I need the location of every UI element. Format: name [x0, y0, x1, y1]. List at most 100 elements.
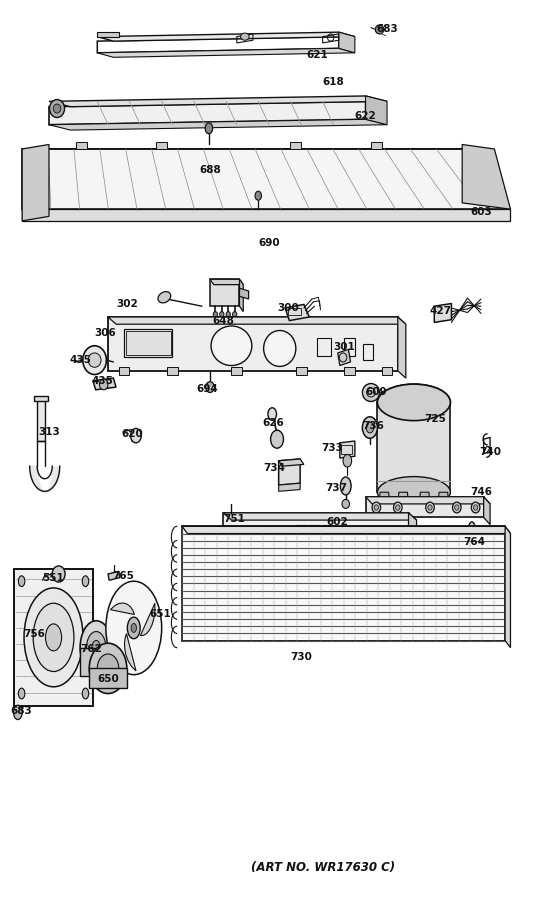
Text: 737: 737 — [325, 482, 347, 492]
Ellipse shape — [206, 382, 214, 392]
Ellipse shape — [87, 632, 106, 664]
Ellipse shape — [24, 588, 83, 687]
Text: 551: 551 — [43, 572, 64, 582]
Ellipse shape — [232, 311, 237, 317]
Polygon shape — [366, 497, 484, 518]
Ellipse shape — [240, 33, 249, 40]
Ellipse shape — [268, 408, 277, 420]
Bar — [124, 328, 172, 357]
Polygon shape — [279, 459, 300, 485]
Bar — [323, 525, 334, 535]
Polygon shape — [49, 96, 387, 107]
Polygon shape — [37, 398, 45, 441]
Text: 756: 756 — [23, 629, 45, 639]
Ellipse shape — [377, 384, 450, 420]
Ellipse shape — [428, 505, 432, 510]
Text: 764: 764 — [463, 536, 485, 546]
Ellipse shape — [89, 644, 127, 694]
Text: 762: 762 — [80, 644, 102, 654]
Bar — [291, 142, 301, 149]
Ellipse shape — [299, 540, 304, 553]
Text: 602: 602 — [327, 517, 349, 526]
Ellipse shape — [377, 477, 450, 508]
Ellipse shape — [395, 505, 400, 510]
Bar — [288, 308, 301, 315]
Polygon shape — [366, 96, 387, 125]
Ellipse shape — [213, 311, 217, 317]
Ellipse shape — [363, 417, 377, 438]
Polygon shape — [22, 149, 511, 209]
Ellipse shape — [18, 576, 25, 587]
Text: 736: 736 — [363, 420, 385, 431]
Ellipse shape — [83, 346, 107, 374]
Polygon shape — [408, 513, 416, 554]
Text: 733: 733 — [321, 443, 343, 454]
Polygon shape — [210, 279, 239, 306]
Ellipse shape — [426, 502, 434, 513]
Polygon shape — [285, 304, 309, 320]
Text: 300: 300 — [277, 303, 299, 313]
Ellipse shape — [375, 25, 384, 34]
Ellipse shape — [455, 505, 459, 510]
Polygon shape — [434, 303, 451, 322]
Ellipse shape — [100, 379, 108, 390]
Ellipse shape — [468, 522, 476, 540]
Polygon shape — [379, 492, 390, 506]
Text: 765: 765 — [112, 571, 134, 580]
Text: 302: 302 — [116, 300, 138, 310]
Ellipse shape — [82, 576, 89, 587]
Polygon shape — [223, 513, 416, 520]
Ellipse shape — [205, 123, 213, 134]
Text: 435: 435 — [69, 356, 91, 365]
Text: 603: 603 — [470, 207, 492, 217]
Polygon shape — [34, 396, 48, 400]
Polygon shape — [80, 648, 112, 677]
Polygon shape — [124, 634, 136, 670]
Polygon shape — [210, 279, 243, 284]
Text: 751: 751 — [223, 514, 245, 524]
Polygon shape — [462, 145, 511, 209]
Ellipse shape — [97, 654, 119, 683]
Bar — [231, 367, 242, 374]
Ellipse shape — [264, 330, 296, 366]
Bar — [126, 331, 171, 355]
Ellipse shape — [128, 617, 140, 639]
Ellipse shape — [363, 383, 379, 401]
Ellipse shape — [18, 688, 25, 699]
Polygon shape — [93, 378, 116, 390]
Polygon shape — [97, 32, 119, 37]
Polygon shape — [366, 497, 490, 504]
Text: (ART NO. WR17630 C): (ART NO. WR17630 C) — [251, 861, 395, 874]
Ellipse shape — [131, 428, 141, 443]
Text: 650: 650 — [97, 674, 119, 684]
Bar — [344, 338, 355, 356]
Polygon shape — [140, 603, 155, 635]
Text: 690: 690 — [258, 238, 280, 248]
Ellipse shape — [88, 353, 101, 367]
Polygon shape — [182, 526, 511, 534]
Bar — [317, 338, 331, 356]
Ellipse shape — [377, 384, 450, 420]
Bar — [363, 344, 373, 360]
Text: 427: 427 — [430, 306, 452, 316]
Bar — [119, 367, 130, 374]
Text: 651: 651 — [150, 608, 172, 618]
Ellipse shape — [53, 104, 61, 113]
Ellipse shape — [343, 454, 352, 467]
Polygon shape — [505, 526, 511, 648]
Ellipse shape — [372, 502, 380, 513]
Ellipse shape — [52, 566, 65, 582]
Text: 740: 740 — [479, 446, 501, 457]
Polygon shape — [398, 492, 408, 506]
Ellipse shape — [312, 540, 317, 553]
Ellipse shape — [220, 311, 224, 317]
Polygon shape — [340, 441, 355, 458]
Polygon shape — [239, 279, 243, 311]
Polygon shape — [377, 402, 450, 492]
Bar — [167, 367, 178, 374]
Text: 621: 621 — [307, 50, 328, 59]
Bar — [157, 142, 167, 149]
Text: 730: 730 — [291, 652, 312, 662]
Text: 734: 734 — [264, 463, 285, 473]
Polygon shape — [110, 603, 134, 615]
